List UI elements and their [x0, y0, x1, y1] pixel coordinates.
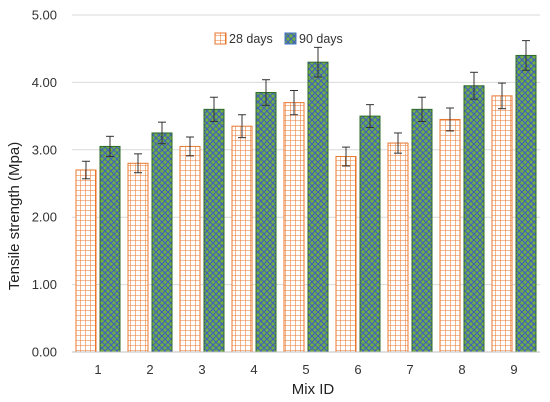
y-tick-label: 3.00 — [32, 142, 57, 157]
bar-90-days-mix-4 — [255, 92, 277, 353]
error-bar — [210, 96, 218, 122]
error-bar — [366, 104, 374, 129]
bar-28-days-mix-8 — [439, 118, 461, 353]
legend-swatch-28-days — [214, 32, 227, 45]
y-tick-label: 0.00 — [32, 345, 57, 360]
x-tick-label: 1 — [94, 362, 101, 377]
bar-28-days-mix-7 — [387, 142, 409, 353]
bar-90-days-mix-9 — [515, 54, 537, 353]
error-bar — [238, 114, 246, 139]
x-tick-label: 4 — [250, 362, 257, 377]
bar-90-days-mix-3 — [203, 108, 225, 353]
error-bar — [342, 146, 350, 167]
y-tick-label: 5.00 — [32, 8, 57, 23]
bar-90-days-mix-6 — [359, 115, 381, 353]
bars — [75, 54, 537, 353]
y-axis-ticks: 0.00 1.00 2.00 3.00 4.00 5.00 — [32, 8, 57, 360]
bar-90-days-mix-5 — [307, 61, 329, 353]
x-tick-label: 9 — [510, 362, 517, 377]
legend-swatch-90-days — [284, 32, 297, 45]
error-bar — [446, 107, 454, 132]
bar-28-days-mix-2 — [127, 162, 149, 353]
y-tick-label: 4.00 — [32, 75, 57, 90]
error-bar — [314, 46, 322, 78]
bar-28-days-mix-4 — [231, 125, 253, 353]
gridlines — [72, 14, 540, 286]
error-bar — [134, 153, 142, 174]
bar-28-days-mix-6 — [335, 156, 357, 353]
x-axis-title: Mix ID — [292, 381, 335, 398]
bar-28-days-mix-9 — [491, 95, 513, 353]
legend-item-28-days: 28 days — [214, 32, 273, 46]
legend: 28 days 90 days — [214, 32, 343, 46]
bar-90-days-mix-1 — [99, 145, 121, 353]
legend-label-28-days: 28 days — [229, 32, 273, 46]
error-bar — [498, 82, 506, 110]
bar-90-days-mix-7 — [411, 108, 433, 353]
y-tick-label: 2.00 — [32, 210, 57, 225]
x-tick-label: 3 — [198, 362, 205, 377]
bar-28-days-mix-1 — [75, 169, 97, 353]
x-tick-label: 5 — [302, 362, 309, 377]
error-bar — [106, 135, 114, 158]
x-tick-label: 6 — [354, 362, 361, 377]
y-axis-title: Tensile strength (Mpa) — [6, 142, 23, 290]
legend-label-90-days: 90 days — [299, 32, 343, 46]
error-bar — [418, 96, 426, 122]
error-bar — [290, 89, 298, 116]
error-bar — [394, 132, 402, 154]
x-tick-label: 7 — [406, 362, 413, 377]
x-tick-label: 2 — [146, 362, 153, 377]
error-bar — [470, 71, 478, 100]
x-axis-ticks: 1 2 3 4 5 6 7 8 9 — [94, 362, 517, 377]
error-bar — [158, 121, 166, 145]
x-tick-label: 8 — [458, 362, 465, 377]
bar-90-days-mix-2 — [151, 132, 173, 353]
error-bar — [262, 79, 270, 106]
bar-28-days-mix-3 — [179, 145, 201, 353]
y-tick-label: 1.00 — [32, 277, 57, 292]
error-bar — [186, 136, 194, 157]
legend-item-90-days: 90 days — [284, 32, 343, 46]
error-bar — [82, 160, 90, 180]
error-bar — [522, 40, 530, 71]
bar-90-days-mix-8 — [463, 85, 485, 353]
bar-28-days-mix-5 — [283, 102, 305, 353]
error-bars — [82, 40, 530, 180]
